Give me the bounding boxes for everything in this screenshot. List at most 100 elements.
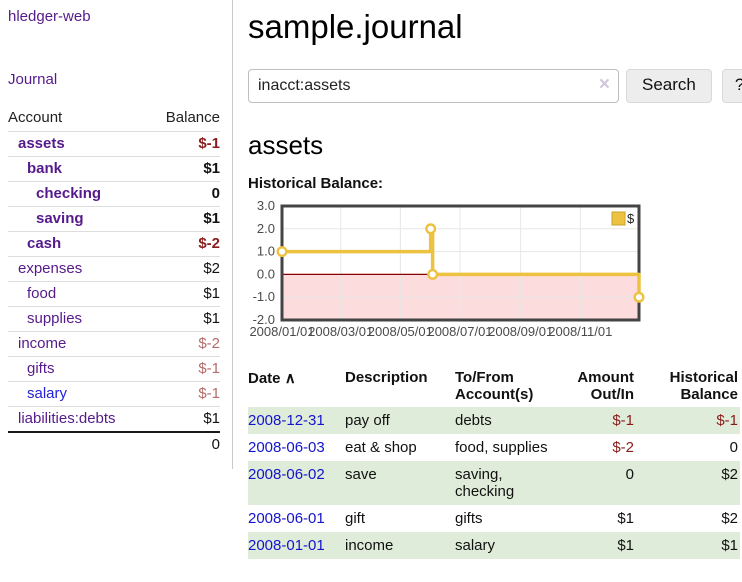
help-button[interactable]: ? bbox=[721, 69, 742, 103]
account-balance: $2 bbox=[148, 256, 220, 282]
x-tick-label: 2008/09/01 bbox=[488, 324, 553, 339]
sidebar-account-link[interactable]: saving bbox=[36, 210, 84, 227]
register-table: Date ∧ Description To/From Account(s) Am… bbox=[248, 365, 740, 559]
transaction-description: pay off bbox=[345, 412, 390, 429]
account-row: supplies $1 bbox=[8, 306, 220, 332]
sort-ascending-icon: ∧ bbox=[284, 370, 296, 387]
transaction-row: 2008-01-01 income salary $1 $1 bbox=[248, 532, 740, 559]
date-column-header[interactable]: Date ∧ bbox=[248, 370, 296, 387]
transaction-description: eat & shop bbox=[345, 439, 417, 456]
x-tick-label: 2008/11/01 bbox=[548, 324, 612, 339]
data-point[interactable] bbox=[427, 268, 439, 280]
balance-column-header: Balance bbox=[148, 105, 220, 132]
y-tick-label: -2.0 bbox=[253, 312, 275, 327]
account-row: cash $-2 bbox=[8, 231, 220, 257]
transaction-historical-balance: $2 bbox=[721, 510, 738, 527]
transaction-date-link[interactable]: 2008-06-02 bbox=[248, 466, 325, 483]
data-point[interactable] bbox=[425, 223, 437, 235]
transaction-row: 2008-06-01 gift gifts $1 $2 bbox=[248, 505, 740, 532]
account-row: checking 0 bbox=[8, 181, 220, 207]
account-balance: $1 bbox=[148, 156, 220, 182]
data-point[interactable] bbox=[276, 246, 288, 258]
y-tick-label: 2.0 bbox=[257, 221, 275, 236]
sidebar-account-link[interactable]: liabilities:debts bbox=[18, 410, 116, 427]
account-column-header: Account bbox=[8, 105, 149, 132]
search-button[interactable]: Search bbox=[626, 69, 712, 103]
transaction-amount: $1 bbox=[617, 510, 634, 527]
account-row: expenses $2 bbox=[8, 256, 220, 282]
amount-column-header: Amount Out/In bbox=[577, 369, 634, 403]
main-content: sample.journal × Search ? assets Histori… bbox=[233, 0, 742, 579]
transaction-accounts: debts bbox=[455, 412, 492, 429]
transaction-historical-balance: 0 bbox=[729, 439, 738, 456]
total-row: 0 bbox=[8, 432, 220, 457]
transaction-historical-balance: $-1 bbox=[716, 412, 738, 429]
page-title: sample.journal bbox=[248, 8, 463, 45]
sidebar-account-link[interactable]: food bbox=[27, 285, 57, 302]
data-point[interactable] bbox=[633, 291, 645, 303]
sidebar-item-journal[interactable]: Journal bbox=[8, 71, 58, 88]
transaction-description: save bbox=[345, 466, 377, 483]
transaction-date-link[interactable]: 2008-12-31 bbox=[248, 412, 325, 429]
account-table-body: assets $-1 bank $1 checking 0 saving $1 cash $-2 e… bbox=[8, 131, 220, 433]
transaction-historical-balance: $1 bbox=[721, 537, 738, 554]
historical-balance-chart: $3.0 2.0 1.0 0.0 -1.0 -2.02008/01/012008/03/0… bbox=[249, 198, 645, 339]
total-balance: 0 bbox=[211, 436, 220, 453]
account-balance: $-2 bbox=[148, 331, 220, 357]
transaction-amount: $-2 bbox=[612, 439, 634, 456]
sidebar-account-link[interactable]: income bbox=[18, 335, 67, 352]
description-column-header: Description bbox=[345, 369, 428, 386]
sidebar-account-link[interactable]: assets bbox=[18, 135, 65, 152]
y-tick-label: 1.0 bbox=[257, 244, 275, 259]
x-tick-label: 2008/01/01 bbox=[249, 324, 314, 339]
transaction-amount: 0 bbox=[625, 466, 634, 483]
account-balance: $-1 bbox=[148, 131, 220, 157]
transaction-accounts: salary bbox=[455, 537, 496, 554]
account-row: bank $1 bbox=[8, 156, 220, 182]
account-row: salary $-1 bbox=[8, 381, 220, 407]
transaction-row: 2008-06-02 save saving, checking 0 $2 bbox=[248, 461, 740, 505]
search-form: × Search ? bbox=[248, 69, 742, 103]
transaction-date-link[interactable]: 2008-01-01 bbox=[248, 537, 325, 554]
transaction-accounts: gifts bbox=[455, 510, 483, 527]
x-tick-label: 2008/05/01 bbox=[368, 324, 433, 339]
sidebar-account-link[interactable]: checking bbox=[36, 185, 102, 202]
account-balance: $-2 bbox=[148, 231, 220, 257]
sidebar-account-link[interactable]: bank bbox=[27, 160, 63, 177]
x-tick-label: 2008/03/01 bbox=[308, 324, 373, 339]
account-heading: assets bbox=[248, 130, 324, 160]
sidebar-account-link[interactable]: cash bbox=[27, 235, 62, 252]
clear-search-icon[interactable]: × bbox=[598, 74, 610, 95]
transaction-accounts: saving, checking bbox=[455, 466, 515, 500]
account-row: saving $1 bbox=[8, 206, 220, 232]
account-balance: $1 bbox=[148, 206, 220, 232]
y-tick-label: 0.0 bbox=[257, 266, 275, 281]
search-input[interactable] bbox=[248, 69, 619, 103]
account-balance: $-1 bbox=[148, 381, 220, 407]
x-tick-label: 2008/07/01 bbox=[427, 324, 492, 339]
sidebar-account-link[interactable]: gifts bbox=[27, 360, 55, 377]
register-table-body: 2008-12-31 pay off debts $-1 $-1 2008-06-03 ea… bbox=[248, 407, 740, 559]
transaction-date-link[interactable]: 2008-06-03 bbox=[248, 439, 325, 456]
transaction-description: income bbox=[345, 537, 394, 554]
transaction-accounts: food, supplies bbox=[455, 439, 548, 456]
sidebar: hledger-web Journal Account Balance asse… bbox=[0, 0, 233, 469]
plot-border bbox=[280, 204, 641, 322]
transaction-row: 2008-12-31 pay off debts $-1 $-1 bbox=[248, 407, 740, 434]
sidebar-account-link[interactable]: supplies bbox=[27, 310, 83, 327]
account-row: food $1 bbox=[8, 281, 220, 307]
legend-label: $ bbox=[627, 211, 635, 226]
account-balance: $1 bbox=[148, 281, 220, 307]
transaction-date-link[interactable]: 2008-06-01 bbox=[248, 510, 325, 527]
sidebar-account-link[interactable]: salary bbox=[27, 385, 68, 402]
transaction-amount: $1 bbox=[617, 537, 634, 554]
account-balance: $1 bbox=[148, 306, 220, 332]
search-input-wrap: × bbox=[248, 69, 619, 103]
account-balance: 0 bbox=[148, 181, 220, 207]
y-tick-label: -1.0 bbox=[253, 289, 275, 304]
app-title-link[interactable]: hledger-web bbox=[8, 8, 91, 25]
account-row: gifts $-1 bbox=[8, 356, 220, 382]
transaction-amount: $-1 bbox=[612, 412, 634, 429]
sidebar-account-link[interactable]: expenses bbox=[18, 260, 83, 277]
